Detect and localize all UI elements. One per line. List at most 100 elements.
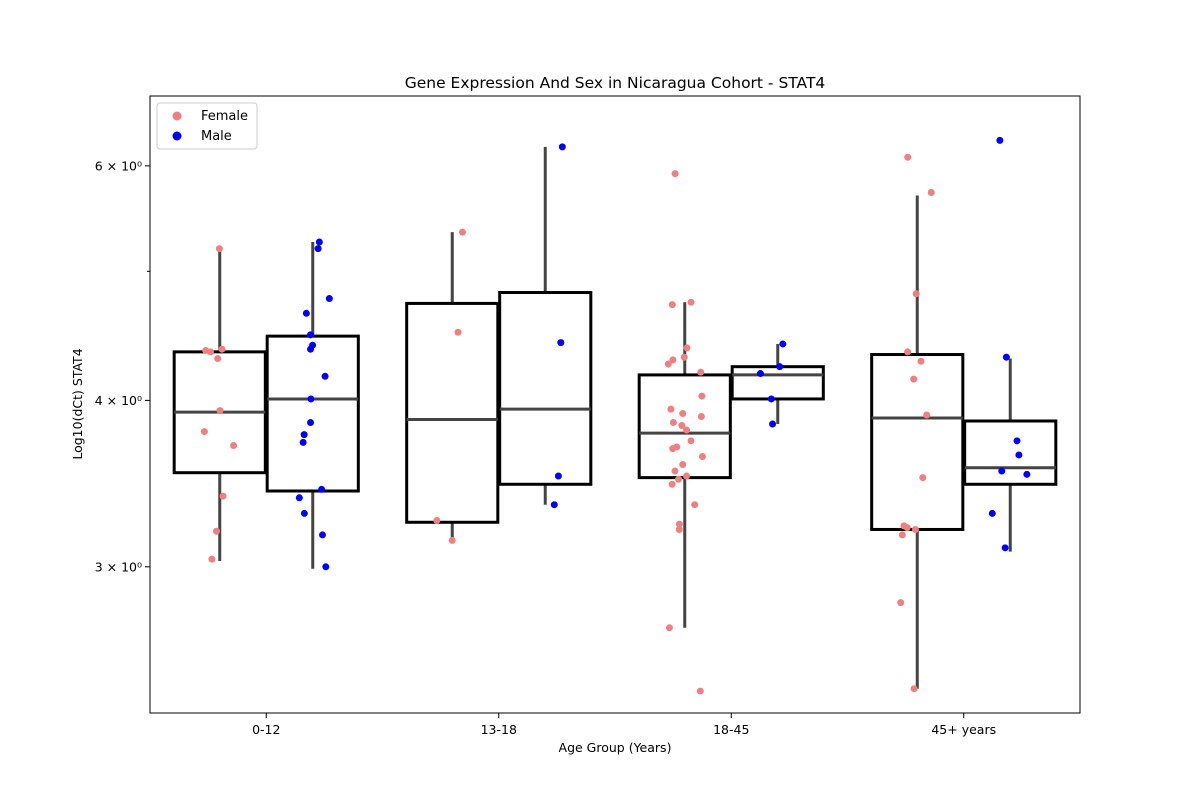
y-tick-label-3: 3 × 10⁰ [95,559,142,574]
legend-marker-female [172,111,182,121]
point-female-0-12-0 [215,245,223,253]
point-female-18-45-3 [683,344,691,352]
point-male-45-years-0 [996,136,1004,144]
point-female-18-45-11 [697,413,705,421]
plot-frame [149,95,1081,714]
point-male-0-12-14 [300,509,308,517]
point-male-0-12-11 [299,438,307,446]
point-female-18-45-1 [687,298,695,306]
point-female-18-45-5 [669,356,677,364]
point-female-18-45-2 [668,301,676,309]
point-male-0-12-2 [325,295,333,303]
point-female-18-45-22 [675,475,683,483]
point-male-13-18-2 [554,472,562,480]
point-male-18-45-0 [779,340,787,348]
point-male-45-years-7 [1001,544,1009,552]
point-male-45-years-4 [998,467,1006,475]
point-female-0-12-4 [214,355,222,363]
plot-area [150,96,1080,713]
legend-label-female: Female [201,109,248,124]
point-female-18-45-9 [667,405,675,413]
point-male-45-years-2 [1013,437,1021,445]
point-male-0-12-16 [322,563,330,571]
point-female-13-18-0 [459,228,467,236]
point-male-0-12-15 [318,531,326,539]
point-female-13-18-2 [433,516,441,524]
point-male-0-12-10 [300,431,308,439]
x-tick-label-18-45: 18-45 [713,722,749,737]
point-female-18-45-25 [675,520,683,528]
legend-frame [156,102,258,150]
point-male-13-18-1 [557,339,565,347]
box-female-13-18 [405,301,500,524]
point-female-0-12-3 [206,348,214,356]
point-male-0-12-4 [306,331,314,339]
point-male-0-12-9 [307,418,315,426]
points-layer [200,136,1031,695]
point-female-18-45-8 [698,392,706,400]
point-female-18-45-0 [671,170,679,178]
point-female-18-45-18 [698,453,706,461]
y-axis-label: Log10(dCt) STAT4 [70,348,85,459]
point-male-18-45-4 [769,420,777,428]
point-female-18-45-24 [691,501,699,509]
point-female-45-years-3 [904,348,912,356]
x-tick-label-13-18: 13-18 [481,722,517,737]
point-female-13-18-1 [454,328,462,336]
point-female-18-45-27 [665,624,673,632]
point-female-18-45-10 [679,410,687,418]
point-female-45-years-2 [912,290,920,298]
legend: Female Male [156,102,258,150]
point-male-0-12-0 [315,238,323,246]
point-female-18-45-28 [696,687,704,695]
point-female-45-years-12 [897,599,905,607]
point-male-45-years-1 [1002,353,1010,361]
point-male-45-years-6 [988,509,996,517]
point-female-18-45-15 [687,437,695,445]
point-female-45-years-5 [910,375,918,383]
y-tick-label-4: 4 × 10⁰ [95,393,142,408]
point-female-45-years-1 [927,188,935,196]
point-female-45-years-0 [904,153,912,161]
y-tick-label-6: 6 × 10⁰ [95,158,142,173]
legend-marker-male [172,131,182,141]
point-female-18-45-26 [675,525,683,533]
point-male-0-12-8 [307,395,315,403]
point-female-45-years-9 [903,524,911,532]
point-male-13-18-3 [550,501,558,509]
chart-title: Gene Expression And Sex in Nicaragua Coh… [405,74,826,92]
point-female-18-45-20 [671,467,679,475]
point-female-18-45-7 [697,368,705,376]
axes-layer: 0-12 13-18 18-45 45+ years 3 × 10⁰ 4 × 10⁰ 6 ×… [95,158,996,737]
point-male-18-45-2 [756,370,764,378]
point-female-18-45-14 [683,426,691,434]
point-female-18-45-12 [669,418,677,426]
point-female-0-12-5 [216,407,224,415]
point-female-45-years-6 [923,411,931,419]
point-female-18-45-6 [664,360,672,368]
point-female-18-45-13 [678,422,686,430]
point-male-0-12-1 [314,245,322,253]
point-male-0-12-7 [321,372,329,380]
x-axis-label: Age Group (Years) [559,740,672,755]
point-female-45-years-13 [910,685,918,693]
point-female-0-12-7 [230,441,238,449]
point-male-18-45-3 [767,395,775,403]
point-male-13-18-0 [558,143,566,151]
point-female-0-12-10 [208,555,216,563]
point-female-0-12-9 [212,527,220,535]
point-male-0-12-3 [302,309,310,317]
point-male-0-12-12 [318,485,326,493]
point-female-0-12-6 [200,428,208,436]
point-female-18-45-19 [679,461,687,469]
point-female-0-12-1 [218,345,226,353]
box-male-13-18 [498,291,593,486]
point-female-18-45-17 [669,445,677,453]
legend-label-male: Male [201,129,232,144]
point-female-18-45-21 [682,472,690,480]
x-tick-label-0-12: 0-12 [252,722,280,737]
point-male-45-years-3 [1015,451,1023,459]
point-female-45-years-4 [917,357,925,365]
box-male-45-years [963,419,1058,486]
